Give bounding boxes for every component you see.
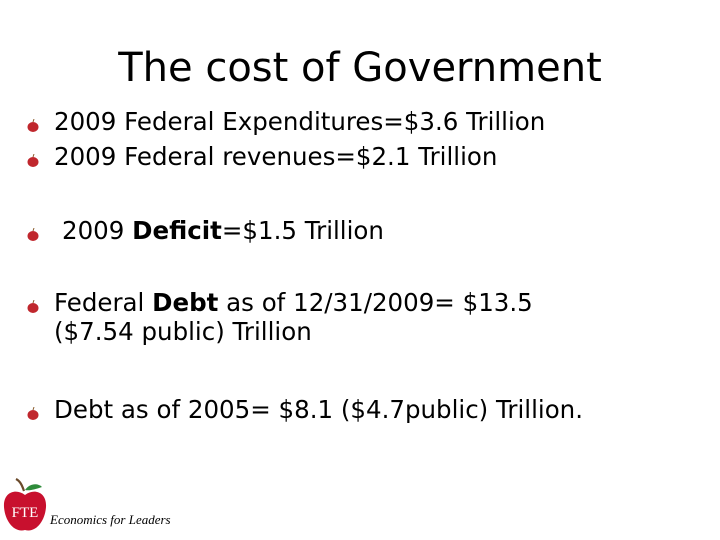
- apple-icon: [27, 407, 39, 420]
- bullet-text-part: as of 12/31/2009= $13.5: [218, 288, 533, 317]
- bullet-text-part: Federal: [54, 288, 153, 317]
- bullet-text: 2009 Federal Expenditures=$3.6 Trillion: [54, 107, 545, 136]
- bullet-text: 2009 Deficit=$1.5 Trillion: [62, 216, 384, 245]
- bullet-text-bold: Deficit: [132, 216, 222, 245]
- bullet-text-bold: Debt: [152, 288, 219, 317]
- bullet-text-part: ($7.54 public) Trillion: [54, 317, 312, 346]
- apple-icon: [27, 119, 39, 132]
- bullet-text-part: 2009: [62, 216, 133, 245]
- apple-icon: [27, 154, 39, 167]
- bullet-text: Debt as of 2005= $8.1 ($4.7public) Trill…: [54, 395, 583, 424]
- apple-icon: [27, 300, 39, 313]
- bullet-text-part: Debt as of 2005= $8.1 ($4.7public) Trill…: [54, 395, 583, 424]
- fte-apple-logo: FTE: [3, 478, 47, 531]
- footer-text: Economics for Leaders: [50, 512, 171, 527]
- slide-title: The cost of Government: [118, 45, 602, 91]
- bullet-text: Federal Debt as of 12/31/2009= $13.5 ($7.…: [54, 288, 533, 346]
- logo-text: FTE: [12, 505, 39, 521]
- bullet-text-part: =$1.5 Trillion: [221, 216, 384, 245]
- apple-icon: [27, 228, 39, 241]
- bullet-text-part: 2009 Federal revenues=$2.1 Trillion: [54, 142, 498, 171]
- bullet-text-part: 2009 Federal Expenditures=$3.6 Trillion: [54, 107, 546, 136]
- bullet-text: 2009 Federal revenues=$2.1 Trillion: [54, 142, 497, 171]
